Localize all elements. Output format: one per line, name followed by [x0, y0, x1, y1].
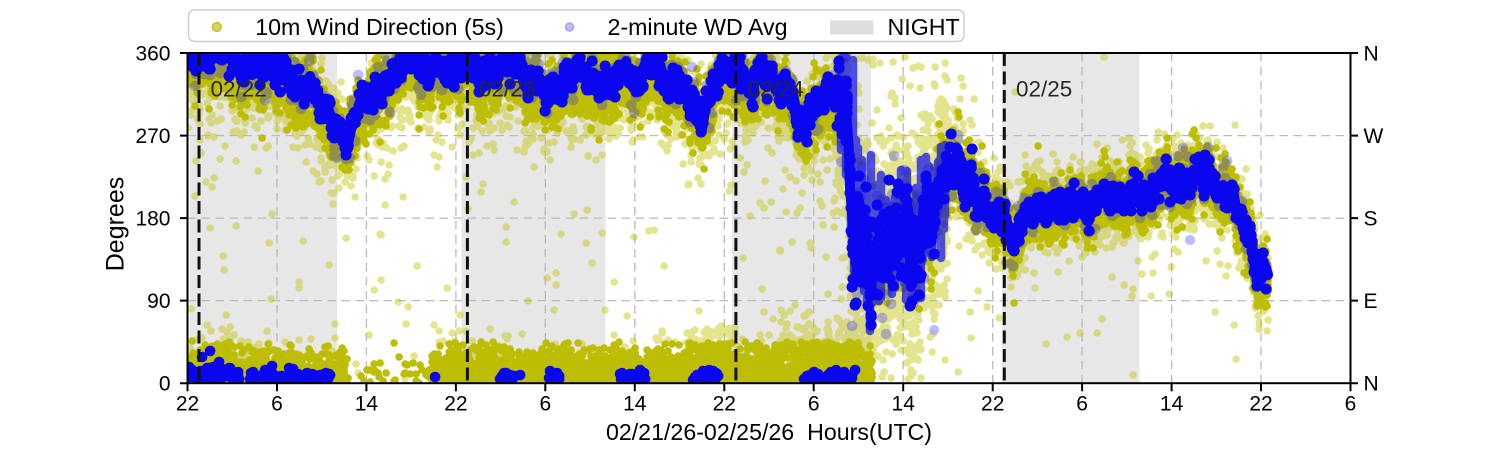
svg-text:14: 14 [892, 393, 916, 416]
svg-text:22: 22 [713, 393, 736, 416]
svg-text:270: 270 [135, 125, 170, 148]
svg-text:S: S [1364, 208, 1378, 231]
svg-text:02/21/26-02/25/26 Hours(UTC): 02/21/26-02/25/26 Hours(UTC) [606, 419, 932, 445]
svg-text:22: 22 [1249, 393, 1272, 416]
svg-text:N: N [1364, 373, 1379, 396]
svg-text:02/24: 02/24 [748, 77, 804, 102]
svg-text:22: 22 [176, 393, 199, 416]
svg-text:6: 6 [539, 393, 551, 416]
svg-text:14: 14 [1160, 393, 1184, 416]
svg-text:2-minute WD Avg: 2-minute WD Avg [608, 14, 788, 40]
svg-text:02/23: 02/23 [479, 77, 535, 102]
svg-text:180: 180 [135, 208, 170, 231]
svg-text:22: 22 [981, 393, 1004, 416]
svg-text:NIGHT: NIGHT [888, 14, 960, 40]
svg-text:10m Wind Direction (5s): 10m Wind Direction (5s) [255, 14, 504, 40]
svg-text:360: 360 [135, 43, 170, 66]
svg-text:90: 90 [147, 290, 170, 313]
svg-text:N: N [1364, 43, 1379, 66]
svg-text:E: E [1364, 290, 1378, 313]
svg-text:14: 14 [623, 393, 647, 416]
svg-text:6: 6 [1345, 393, 1357, 416]
svg-text:22: 22 [444, 393, 467, 416]
svg-text:0: 0 [159, 373, 171, 396]
svg-text:02/22: 02/22 [211, 77, 267, 102]
svg-text:6: 6 [271, 393, 283, 416]
svg-text:02/25: 02/25 [1016, 77, 1072, 102]
svg-text:Degrees: Degrees [102, 177, 130, 272]
svg-text:W: W [1364, 125, 1384, 148]
svg-text:6: 6 [1076, 393, 1088, 416]
svg-text:6: 6 [808, 393, 820, 416]
svg-text:14: 14 [355, 393, 379, 416]
